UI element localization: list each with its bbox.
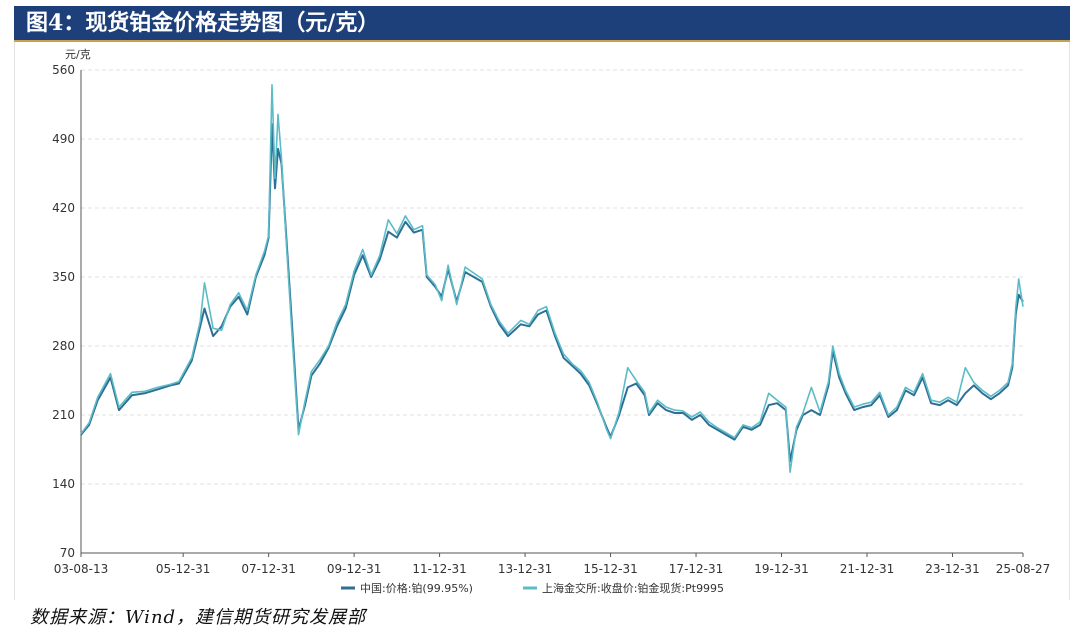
series-line-china-pt	[80, 123, 1024, 463]
x-tick-label: 11-12-31	[412, 562, 466, 576]
x-tick-label: 09-12-31	[327, 562, 381, 576]
source-note: 数据来源：Wind，建信期货研究发展部	[30, 607, 367, 628]
y-tick-labels: 70 140 210 280 350 420 490 560	[52, 63, 75, 560]
platinum-price-chart: 元/克 70 140 210 280 350 420 490 560 03-08-13 05-1…	[52, 48, 1050, 595]
y-tick-label: 210	[52, 408, 75, 422]
y-tick-label: 140	[52, 477, 75, 491]
legend: 中国:价格:铂(99.95%) 上海金交所:收盘价:铂金现货:Pt9995	[341, 581, 724, 595]
series-line-sge-pt9995	[80, 84, 1024, 473]
legend-label-china-pt: 中国:价格:铂(99.95%)	[360, 581, 473, 595]
x-tick-label: 05-12-31	[156, 562, 210, 576]
legend-label-sge-pt9995: 上海金交所:收盘价:铂金现货:Pt9995	[542, 581, 724, 595]
x-tick-label: 13-12-31	[498, 562, 552, 576]
x-tick-label: 03-08-13	[54, 562, 108, 576]
y-tick-label: 70	[60, 546, 75, 560]
series-lines	[80, 84, 1024, 473]
x-tick-label: 21-12-31	[840, 562, 894, 576]
x-tick-label: 25-08-27	[996, 562, 1050, 576]
y-tick-label: 280	[52, 339, 75, 353]
y-tick-label: 350	[52, 270, 75, 284]
gridlines	[81, 69, 1023, 485]
x-tick-label: 17-12-31	[669, 562, 723, 576]
axes: 元/克	[65, 48, 1023, 554]
x-tick-label: 23-12-31	[925, 562, 979, 576]
x-tick-labels: 03-08-13 05-12-31 07-12-31 09-12-31 11-12-31…	[54, 553, 1050, 576]
y-axis-unit-label: 元/克	[65, 48, 91, 61]
y-tick-label: 420	[52, 201, 75, 215]
chart-frame: 元/克 70 140 210 280 350 420 490 560 03-08-13 05-1…	[14, 42, 1070, 600]
y-tick-label: 560	[52, 63, 75, 77]
x-tick-label: 19-12-31	[754, 562, 808, 576]
x-tick-label: 07-12-31	[241, 562, 295, 576]
x-tick-label: 15-12-31	[583, 562, 637, 576]
page-title: 图4：现货铂金价格走势图（元/克）	[14, 6, 1070, 42]
y-tick-label: 490	[52, 132, 75, 146]
